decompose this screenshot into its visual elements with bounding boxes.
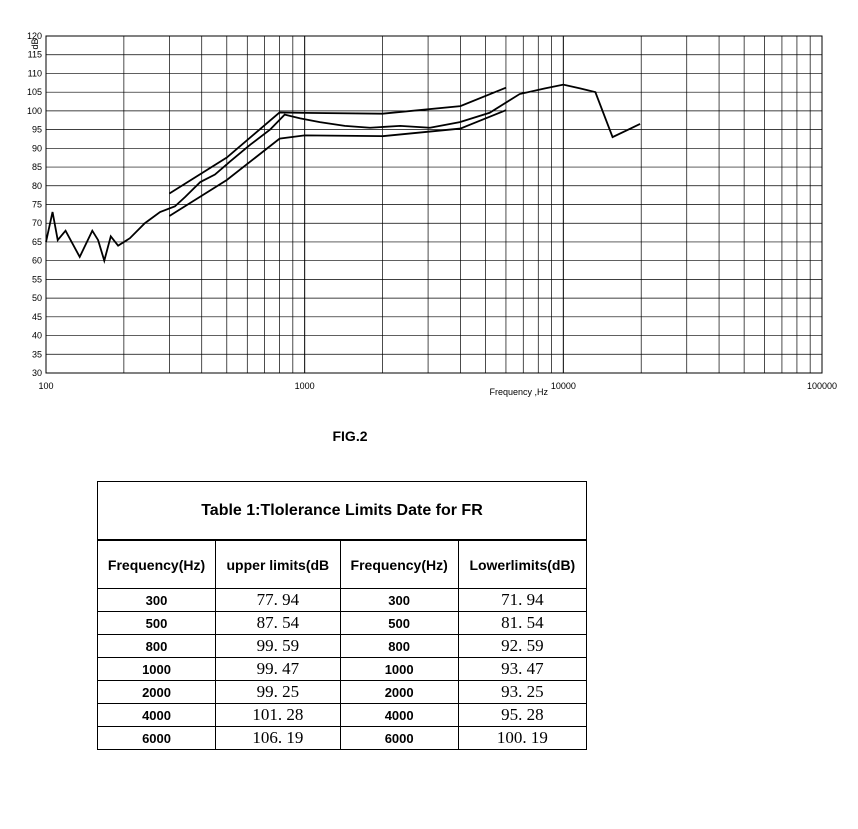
table-cell: 99. 25	[215, 680, 341, 704]
y-tick-label: 70	[32, 218, 42, 228]
column-header: Lowerlimits(dB)	[457, 539, 588, 589]
series-line	[168, 109, 507, 217]
table-cell: 71. 94	[457, 588, 588, 612]
table-cell: 2000	[339, 680, 459, 704]
y-tick-label: 80	[32, 181, 42, 191]
table-cell: 1000	[339, 657, 459, 681]
series-line	[168, 86, 507, 195]
y-tick-label: 40	[32, 331, 42, 341]
table-title: Table 1:Tlolerance Limits Date for FR	[97, 481, 587, 541]
table-cell: 1000	[96, 657, 217, 681]
y-tick-label: 90	[32, 143, 42, 153]
y-tick-label: 55	[32, 274, 42, 284]
y-tick-label: 100	[27, 106, 42, 116]
table-cell: 300	[96, 588, 217, 612]
table-cell: 93. 47	[457, 657, 588, 681]
table-cell: 6000	[339, 726, 459, 750]
table-cell: 4000	[96, 703, 217, 727]
table-cell: 300	[339, 588, 459, 612]
series-line	[45, 83, 641, 264]
y-tick-label: 45	[32, 312, 42, 322]
y-tick-label: 105	[27, 87, 42, 97]
y-tick-label: 115	[28, 50, 42, 60]
x-tick-label: 100	[38, 381, 53, 391]
table-cell: 99. 59	[215, 634, 341, 658]
y-tick-label: 75	[32, 200, 42, 210]
table-cell: 77. 94	[215, 588, 341, 612]
table-cell: 95. 28	[457, 703, 588, 727]
x-tick-label: 10000	[551, 381, 576, 391]
y-axis-label: dB	[30, 38, 40, 49]
table-cell: 6000	[96, 726, 217, 750]
table-cell: 800	[339, 634, 459, 658]
table-cell: 93. 25	[457, 680, 588, 704]
y-tick-label: 35	[32, 349, 42, 359]
table-cell: 92. 59	[457, 634, 588, 658]
y-tick-label: 85	[32, 162, 42, 172]
y-tick-label: 120	[27, 31, 42, 41]
y-tick-label: 95	[32, 125, 42, 135]
chart: 30 35 40 45 50 55 60 65 70 75 80 85 90 95 100 105 110 115…	[27, 31, 837, 397]
table-cell: 106. 19	[215, 726, 341, 750]
table-cell: 100. 19	[457, 726, 588, 750]
table-cell: 2000	[96, 680, 217, 704]
table-cell: 101. 28	[215, 703, 341, 727]
y-tick-label: 60	[32, 256, 42, 266]
table-cell: 87. 54	[215, 611, 341, 635]
x-tick-label: 100000	[807, 381, 837, 391]
tolerance-table: Table 1:Tlolerance Limits Date for FR Fr…	[96, 481, 588, 750]
y-tick-label: 65	[32, 237, 42, 247]
table-cell: 81. 54	[457, 611, 588, 635]
column-header: Frequency(Hz)	[96, 539, 217, 589]
column-header: upper limits(dB	[215, 539, 341, 589]
table-cell: 500	[96, 611, 217, 635]
y-tick-label: 50	[32, 293, 42, 303]
table-cell: 4000	[339, 703, 459, 727]
x-axis-label: Frequency ,Hz	[489, 387, 548, 397]
table-cell: 800	[96, 634, 217, 658]
y-tick-label: 110	[28, 68, 42, 78]
figure-caption: FIG.2	[332, 428, 368, 444]
y-tick-label: 30	[32, 368, 42, 378]
table-cell: 500	[339, 611, 459, 635]
x-tick-label: 1000	[295, 381, 315, 391]
column-header: Frequency(Hz)	[339, 539, 459, 589]
table-cell: 99. 47	[215, 657, 341, 681]
